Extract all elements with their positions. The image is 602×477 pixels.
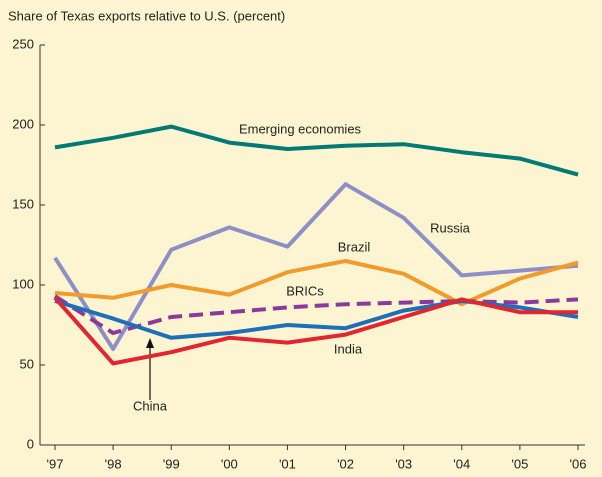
- series-label: India: [334, 341, 363, 356]
- x-tick-label: '03: [395, 456, 412, 471]
- y-tick-label: 250: [12, 36, 34, 51]
- x-tick-label: '97: [47, 456, 64, 471]
- x-tick-label: '02: [337, 456, 354, 471]
- series-label: Russia: [430, 220, 471, 235]
- series-label: BRICs: [286, 283, 324, 298]
- y-tick-label: 200: [12, 116, 34, 131]
- x-tick-label: '05: [511, 456, 528, 471]
- y-tick-label: 50: [20, 356, 34, 371]
- series-label: China: [133, 398, 168, 413]
- y-tick-label: 100: [12, 276, 34, 291]
- x-tick-label: '01: [279, 456, 296, 471]
- y-tick-label: 0: [27, 436, 34, 451]
- series-line: [53, 182, 579, 351]
- x-tick-label: '00: [221, 456, 238, 471]
- x-tick-label: '98: [105, 456, 122, 471]
- series-label: Emerging economies: [239, 121, 362, 136]
- series-line: [54, 259, 579, 307]
- series-label: Brazil: [338, 239, 371, 254]
- x-tick-label: '06: [570, 456, 587, 471]
- x-tick-label: '04: [453, 456, 470, 471]
- x-tick-label: '99: [163, 456, 180, 471]
- annotation-arrowhead: [146, 338, 154, 348]
- series-line: [53, 294, 579, 335]
- y-axis-label: Share of Texas exports relative to U.S. …: [8, 8, 285, 23]
- y-tick-label: 150: [12, 196, 34, 211]
- series-line: [54, 124, 579, 177]
- series-line: [53, 296, 578, 366]
